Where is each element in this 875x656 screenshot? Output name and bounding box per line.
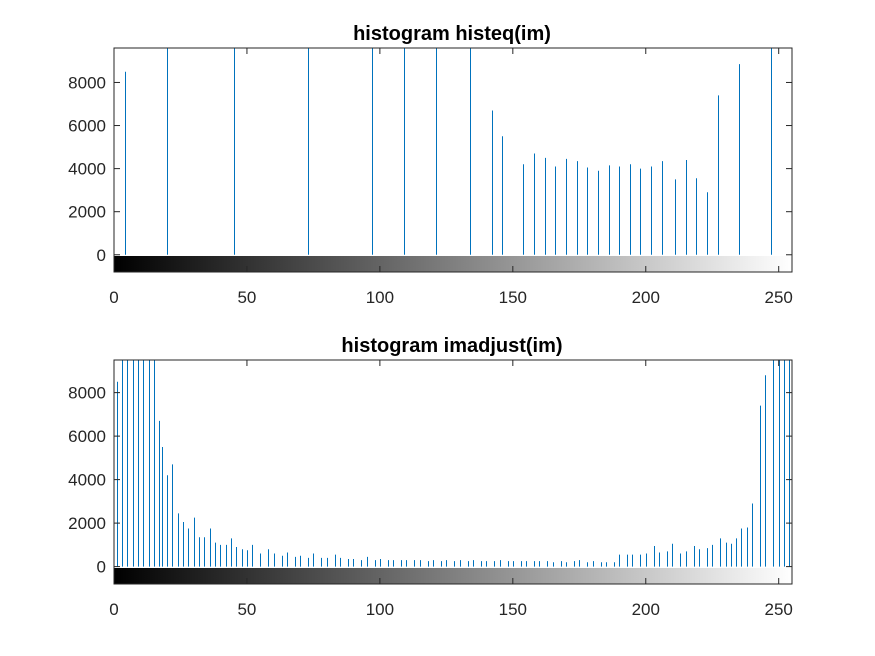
x-tick-label-histeq-150: 150 — [499, 288, 527, 307]
colorbar-histeq — [114, 256, 792, 272]
x-ticks-histeq: 0 50 100 150 200 250 — [109, 48, 793, 307]
x-tick-label-histeq-200: 200 — [632, 288, 660, 307]
y-tick-label-histeq-4000: 4000 — [68, 160, 106, 179]
x-ticks-imadjust: 0 50 100 150 200 250 — [109, 360, 793, 619]
x-tick-label-histeq-0: 0 — [109, 288, 118, 307]
x-tick-label-imadjust-100: 100 — [366, 600, 394, 619]
x-tick-label-histeq-100: 100 — [366, 288, 394, 307]
y-tick-label-histeq-2000: 2000 — [68, 203, 106, 222]
axes-imadjust: histogram imadjust(im) 0 50 100 150 200 250 0… — [68, 335, 793, 619]
axes-box-histeq — [113, 47, 793, 273]
stem-series-imadjust — [117, 360, 790, 567]
chart-title-histeq: histogram histeq(im) — [353, 23, 551, 45]
x-tick-label-imadjust-250: 250 — [765, 600, 793, 619]
x-tick-label-histeq-50: 50 — [237, 288, 256, 307]
x-tick-label-imadjust-50: 50 — [237, 600, 256, 619]
chart-title-imadjust: histogram imadjust(im) — [341, 335, 562, 357]
x-tick-label-histeq-250: 250 — [765, 288, 793, 307]
colorbar-imadjust — [114, 568, 792, 584]
y-tick-label-imadjust-4000: 4000 — [68, 471, 106, 490]
x-tick-label-imadjust-150: 150 — [499, 600, 527, 619]
y-ticks-imadjust: 0 2000 4000 6000 8000 — [68, 384, 792, 577]
y-tick-label-imadjust-0: 0 — [97, 558, 106, 577]
axes-box-imadjust — [113, 359, 793, 585]
y-tick-label-imadjust-6000: 6000 — [68, 427, 106, 446]
y-tick-label-histeq-6000: 6000 — [68, 117, 106, 136]
y-tick-label-imadjust-2000: 2000 — [68, 514, 106, 533]
y-ticks-histeq: 0 2000 4000 6000 8000 — [68, 73, 792, 265]
y-tick-label-imadjust-8000: 8000 — [68, 384, 106, 403]
stem-series-histeq — [125, 48, 772, 255]
x-tick-label-imadjust-200: 200 — [632, 600, 660, 619]
y-tick-label-histeq-0: 0 — [97, 246, 106, 265]
axes-histeq: histogram histeq(im) 0 50 100 150 200 250 0 20… — [68, 23, 793, 307]
y-tick-label-histeq-8000: 8000 — [68, 73, 106, 92]
x-tick-label-imadjust-0: 0 — [109, 600, 118, 619]
